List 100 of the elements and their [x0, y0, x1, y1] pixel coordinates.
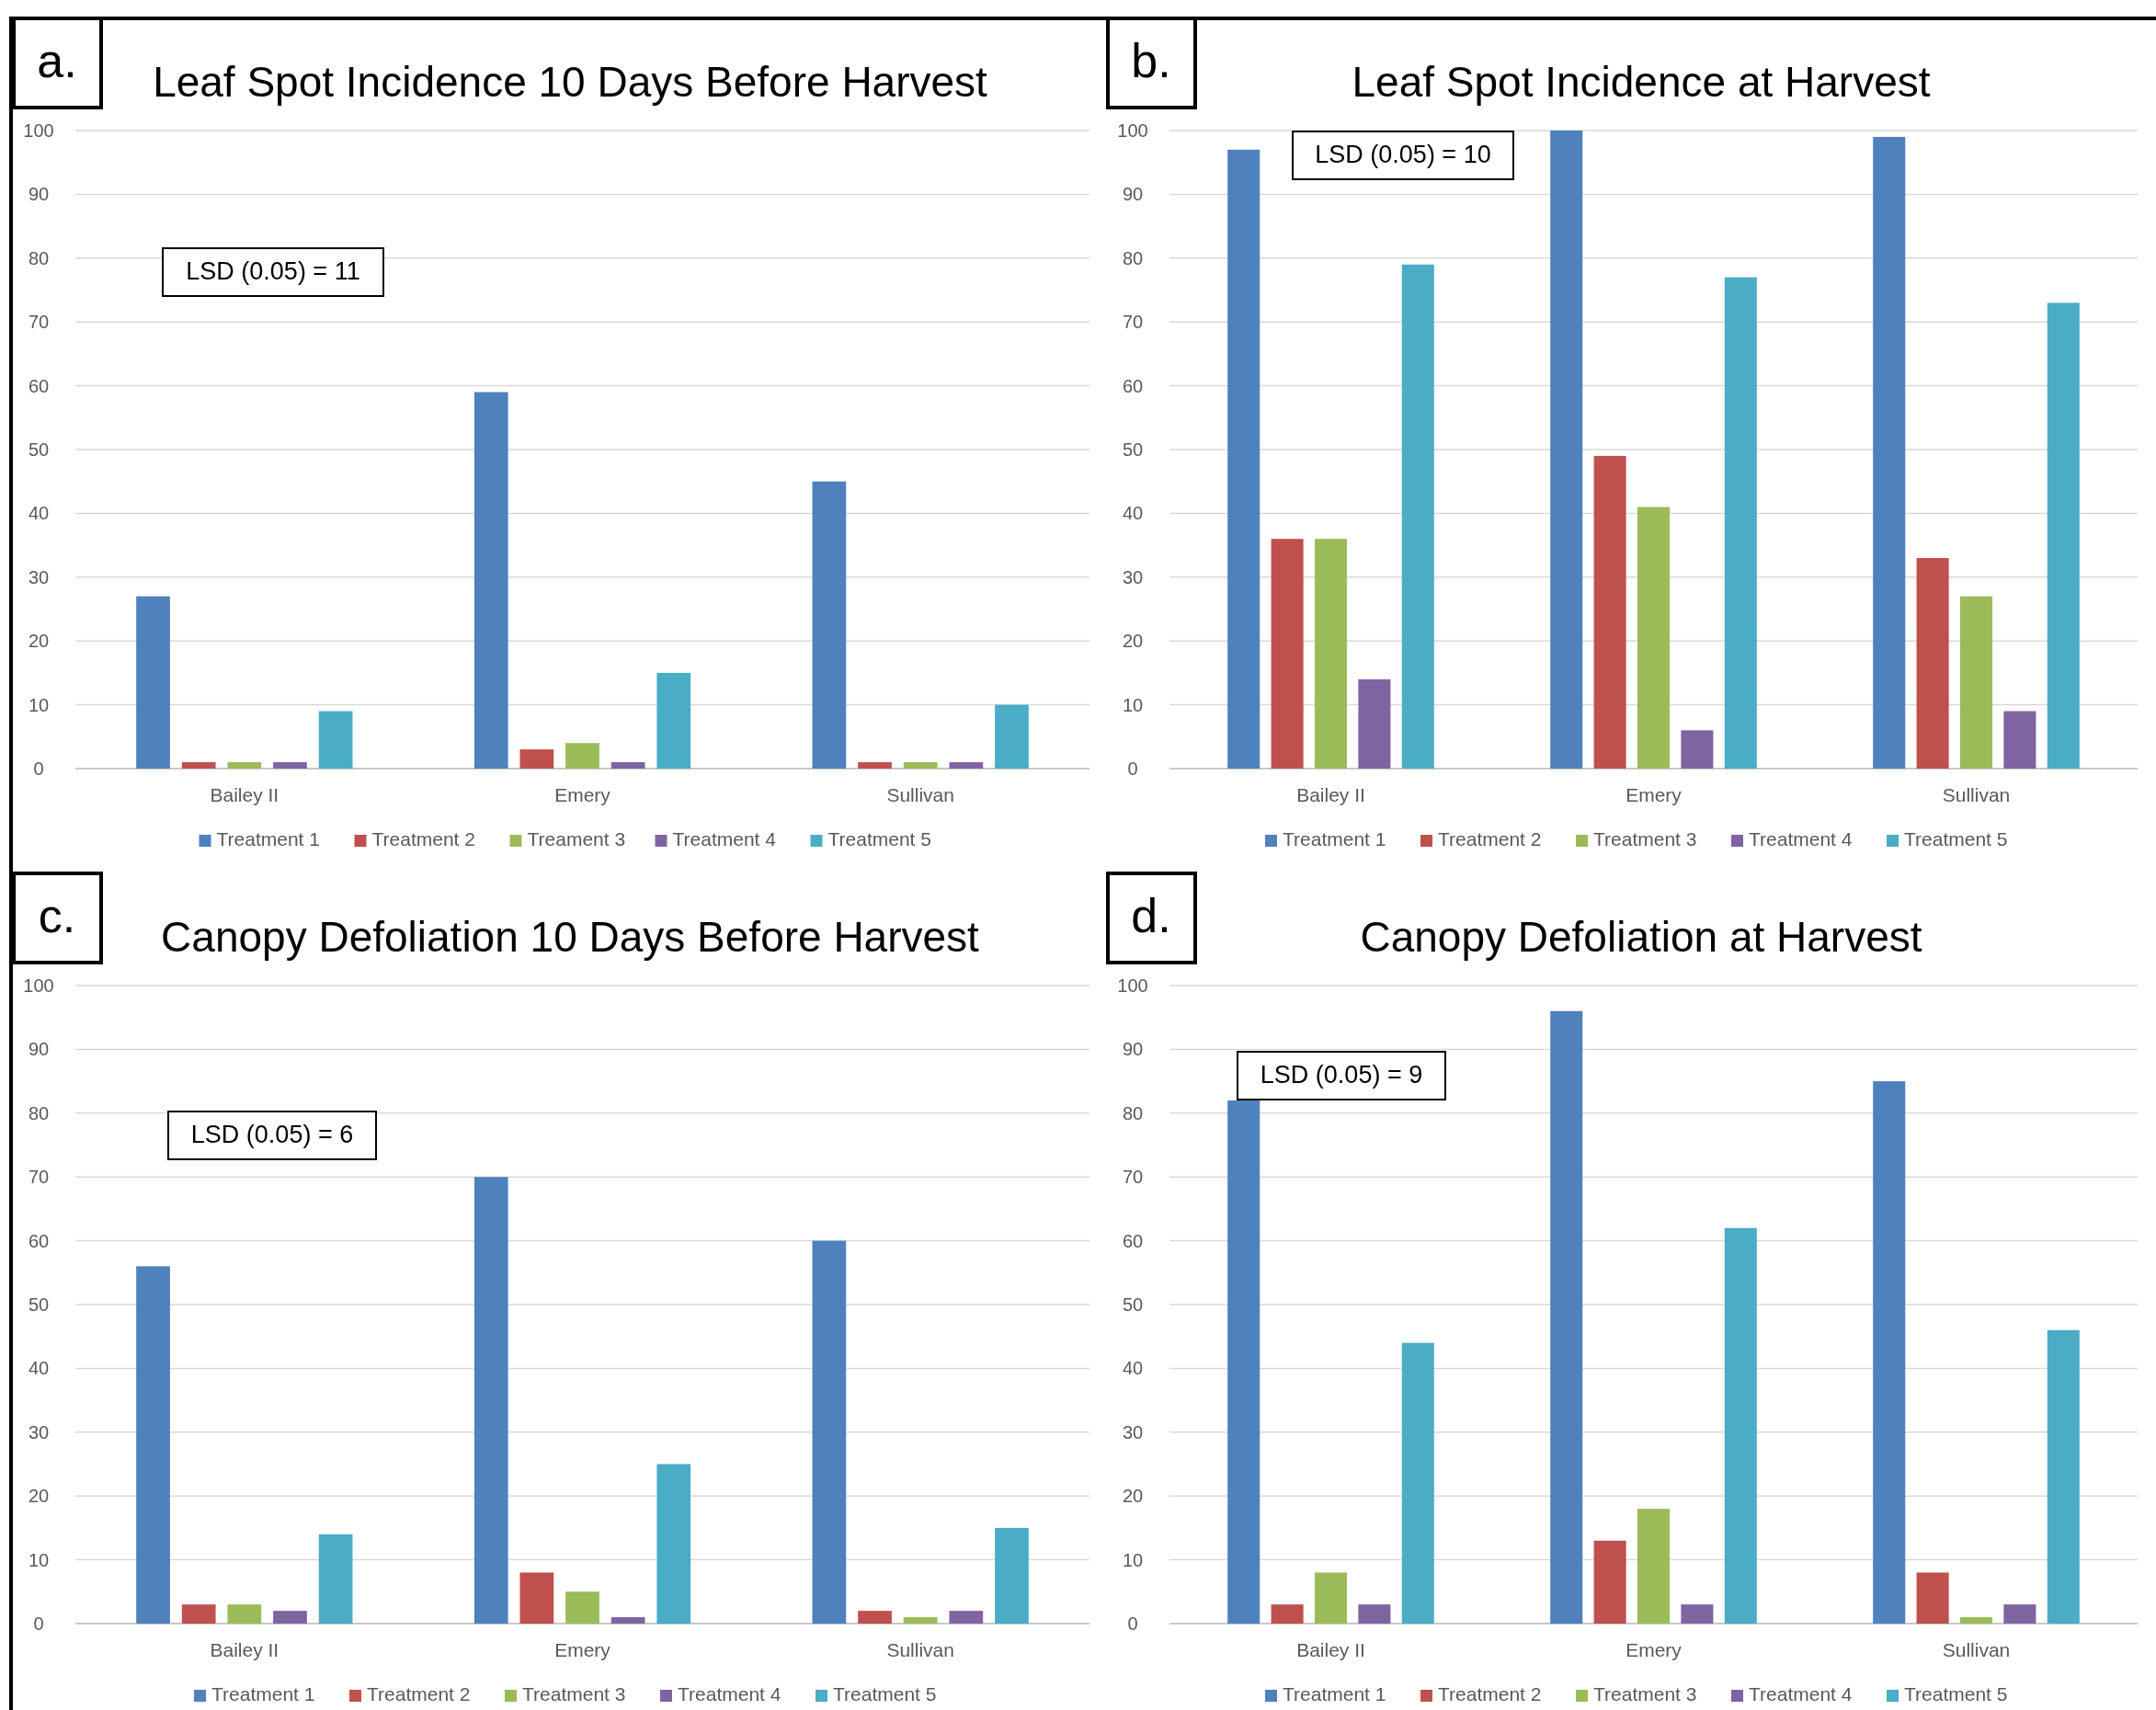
legend-label: Treatment 4 [1749, 1683, 1853, 1704]
bar [949, 1611, 984, 1624]
bar [519, 749, 554, 769]
x-tick-label: Sullivan [886, 1639, 954, 1660]
y-tick-label: 30 [28, 566, 50, 587]
legend-label: Treatment 3 [1593, 1683, 1697, 1704]
y-tick-label: 40 [1122, 503, 1144, 524]
bar [1637, 1509, 1671, 1624]
y-tick-label: 0 [33, 758, 44, 779]
bar [610, 1617, 645, 1624]
chart-title: Leaf Spot Incidence at Harvest [1352, 58, 1931, 106]
bar [1681, 1604, 1714, 1624]
legend-label: Treatment 4 [678, 1683, 781, 1704]
y-tick-label: 40 [28, 503, 50, 524]
legend-label: Treatment 3 [1593, 828, 1697, 849]
y-tick-label: 100 [23, 975, 54, 996]
chart-title: Canopy Defoliation 10 Days Before Harvest [161, 913, 980, 961]
bar [1916, 557, 1949, 769]
bar [1401, 1342, 1434, 1624]
y-tick-label: 100 [1117, 975, 1148, 996]
bar [227, 762, 262, 769]
y-tick-label: 10 [1122, 1549, 1144, 1570]
chart-title: Leaf Spot Incidence 10 Days Before Harvest [153, 58, 988, 106]
y-tick-label: 60 [1122, 375, 1144, 396]
bar [1959, 1617, 1993, 1624]
text: d. [1131, 889, 1171, 942]
bar [473, 392, 508, 769]
legend-label: Treatment 5 [827, 828, 931, 849]
y-tick-label: 30 [1122, 1421, 1144, 1442]
bar [1550, 1010, 1583, 1624]
bar [1681, 730, 1714, 769]
y-tick-label: 0 [33, 1613, 44, 1634]
bar [181, 762, 216, 769]
bar [1873, 136, 1906, 769]
y-tick-label: 70 [1122, 312, 1144, 333]
bar [1401, 264, 1434, 769]
legend-label: Treatment 3 [522, 1683, 626, 1704]
bar [1724, 277, 1757, 769]
text: a. [37, 34, 77, 87]
y-tick-label: 10 [1122, 694, 1144, 715]
x-tick-label: Sullivan [1942, 1639, 2011, 1660]
text: c. [38, 889, 76, 942]
bar [812, 481, 847, 769]
y-tick-label: 20 [28, 1486, 50, 1507]
legend-label: Treatment 2 [367, 1683, 471, 1704]
bar [1637, 507, 1671, 769]
bar [136, 1266, 170, 1624]
x-tick-label: Bailey II [1296, 784, 1365, 805]
bar [656, 672, 691, 769]
bar [565, 743, 599, 769]
x-tick-label: Bailey II [1296, 1639, 1365, 1660]
y-tick-label: 60 [28, 1230, 50, 1251]
y-tick-label: 100 [23, 120, 54, 141]
x-tick-label: Sullivan [886, 784, 954, 805]
y-tick-label: 80 [28, 247, 50, 268]
bar [1550, 131, 1583, 769]
bar [1227, 1100, 1261, 1624]
legend-label: Treatment 4 [672, 828, 777, 849]
y-tick-label: 80 [1122, 247, 1144, 268]
bar [2003, 711, 2036, 769]
x-tick-label: Emery [554, 1639, 611, 1660]
x-tick-label: Sullivan [1942, 784, 2011, 805]
bar [1314, 539, 1348, 769]
x-tick-label: Emery [554, 784, 611, 805]
y-tick-label: 80 [28, 1102, 50, 1123]
bar [995, 1527, 1029, 1624]
bar [656, 1464, 691, 1624]
y-tick-label: 40 [28, 1358, 50, 1379]
y-tick-label: 50 [1122, 439, 1144, 460]
bar [565, 1591, 599, 1624]
bar [519, 1572, 554, 1624]
bar [136, 596, 170, 769]
bar [227, 1604, 262, 1624]
text: b. [1131, 34, 1171, 87]
legend-label: Treatment 1 [1283, 1683, 1386, 1704]
bar [1873, 1081, 1906, 1624]
legend-label: Treatment 4 [1749, 828, 1853, 849]
y-tick-label: 40 [1122, 1358, 1144, 1379]
legend-label: Treatment 2 [1438, 828, 1542, 849]
legend-label: Treament 3 [527, 828, 626, 849]
legend-label: Treatment 1 [1283, 828, 1386, 849]
y-tick-label: 50 [28, 1294, 50, 1315]
bar [1227, 149, 1261, 769]
y-tick-label: 70 [28, 1167, 50, 1188]
bar [1314, 1572, 1348, 1624]
legend-label: Treatment 5 [1904, 1683, 2008, 1704]
y-tick-label: 80 [1122, 1102, 1144, 1123]
bar [273, 1611, 307, 1624]
legend-label: Treatment 2 [371, 828, 475, 849]
bar [2047, 302, 2080, 769]
y-tick-label: 90 [1122, 1039, 1144, 1060]
bar [1916, 1572, 1949, 1624]
y-tick-label: 100 [1117, 120, 1148, 141]
y-tick-label: 50 [28, 439, 50, 460]
y-tick-label: 50 [1122, 1294, 1144, 1315]
legend-label: Treatment 2 [1438, 1683, 1542, 1704]
annotation: LSD (0.05) = 9 [1260, 1061, 1423, 1089]
legend-label: Treatment 5 [833, 1683, 937, 1704]
bar [903, 1617, 938, 1624]
y-tick-label: 60 [1122, 1230, 1144, 1251]
